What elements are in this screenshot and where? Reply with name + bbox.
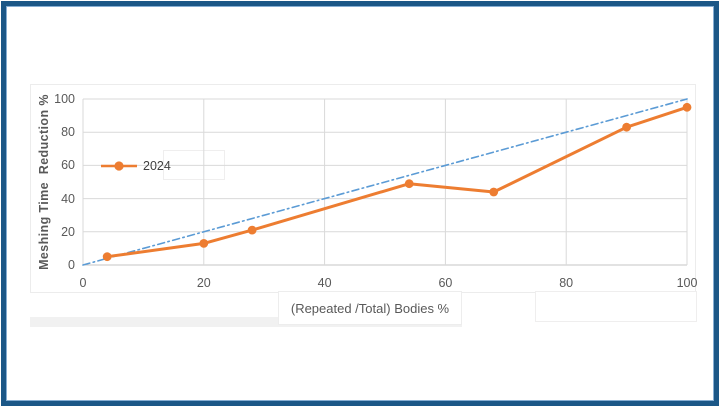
y-tick-label: 0 xyxy=(68,258,75,272)
x-axis-title-box: (Repeated /Total) Bodies % xyxy=(278,291,462,325)
legend-line-marker-icon xyxy=(101,161,137,171)
x-tick-label: 20 xyxy=(196,276,211,290)
y-tick-label: 60 xyxy=(61,158,75,173)
y-axis-title: Meshing Time Reduction % xyxy=(37,94,51,270)
x-tick-label: 100 xyxy=(676,276,698,290)
y-tick-label: 40 xyxy=(61,191,75,206)
legend: 2024 xyxy=(100,159,171,173)
legend-label: 2024 xyxy=(143,159,171,173)
ghost-box xyxy=(535,291,697,322)
y-tick-label: 100 xyxy=(54,92,75,106)
y-tick-label: 20 xyxy=(61,224,75,239)
x-axis-title: (Repeated /Total) Bodies % xyxy=(290,300,450,316)
x-tick-label: 60 xyxy=(438,276,453,290)
x-tick-label: 40 xyxy=(317,276,332,290)
bottom-shadow-band xyxy=(30,317,462,327)
x-tick-label: 0 xyxy=(79,276,87,290)
x-tick-label: 80 xyxy=(559,276,574,290)
y-tick-label: 80 xyxy=(61,125,75,140)
